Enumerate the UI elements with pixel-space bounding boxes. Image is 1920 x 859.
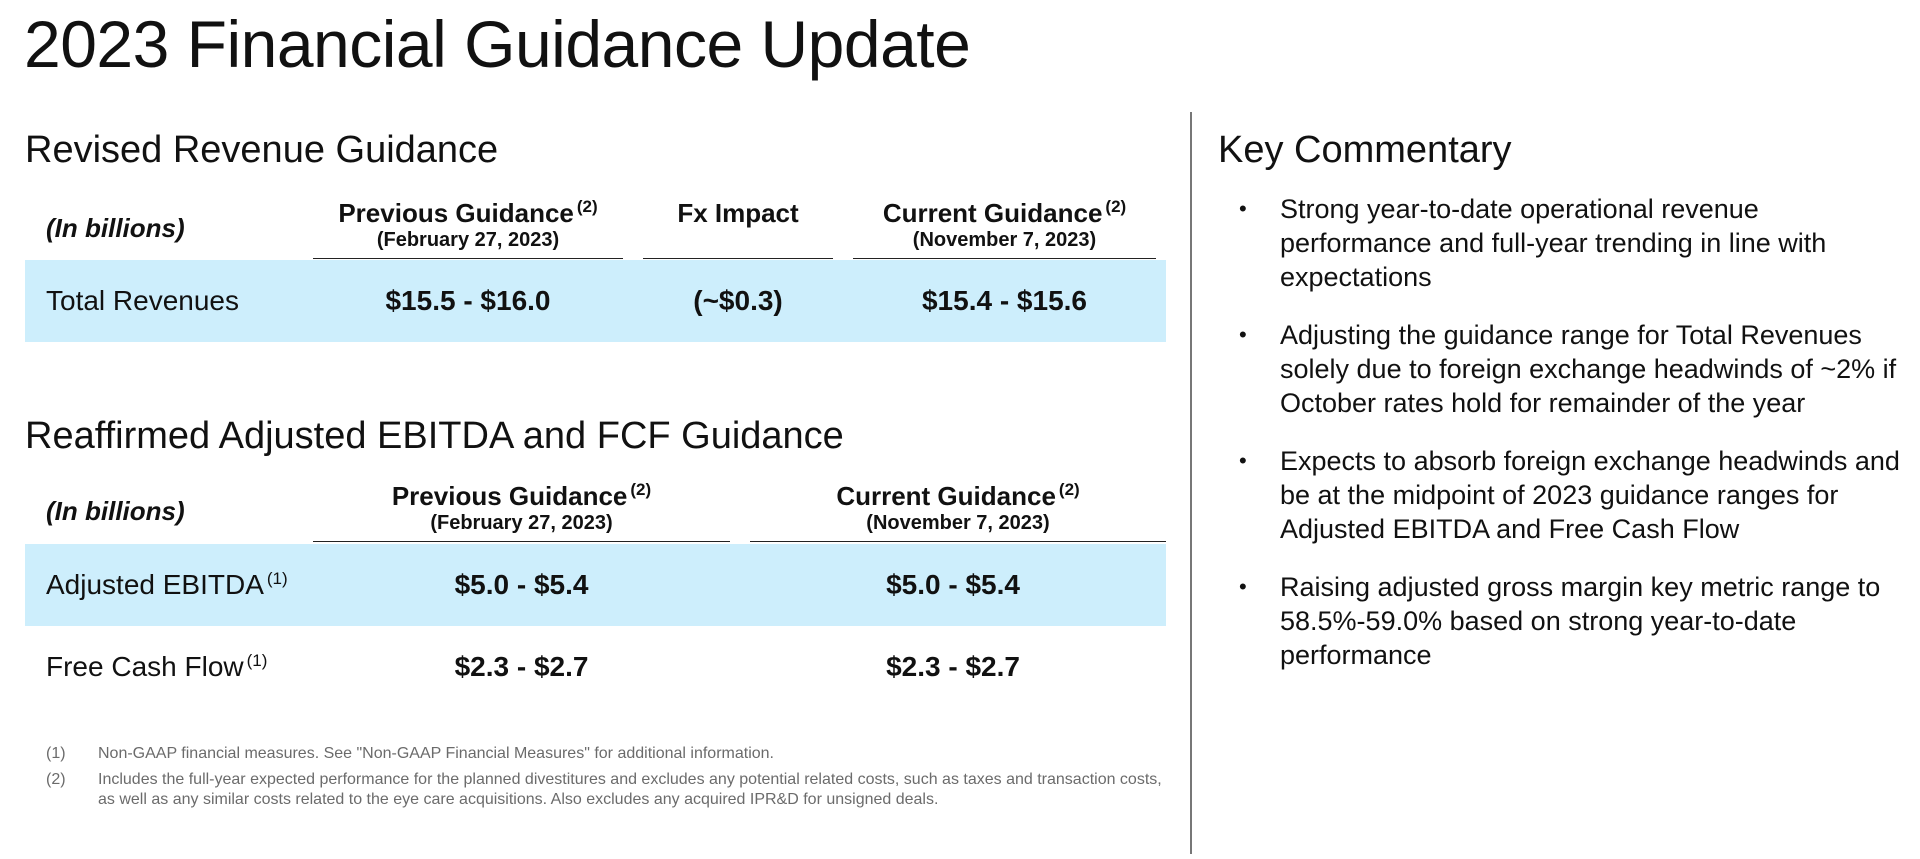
footnote-item: (1) Non-GAAP financial measures. See "No… — [46, 744, 1166, 764]
bullet-icon: • — [1239, 574, 1247, 599]
current-guidance-date: (November 7, 2023) — [912, 228, 1097, 251]
previous-guidance-value: $2.3 - $2.7 — [454, 651, 589, 682]
footnotes: (1) Non-GAAP financial measures. See "No… — [46, 744, 1166, 816]
table-row: Free Cash Flow (1) $2.3 - $2.7 $2.3 - $2.… — [25, 626, 1166, 708]
row-label-total-revenues: Total Revenues — [25, 260, 303, 342]
guidance-tables-column: Revised Revenue Guidance (In billions) P… — [25, 128, 1166, 708]
fx-impact-label: Fx Impact — [677, 197, 799, 228]
units-label: (In billions) — [46, 495, 185, 526]
bullet-icon: • — [1239, 322, 1247, 347]
revenue-section-title: Revised Revenue Guidance — [25, 129, 499, 171]
page-title: 2023 Financial Guidance Update — [24, 7, 971, 81]
footnote-ref: (1) — [246, 651, 268, 670]
row-label-text: Adjusted EBITDA — [46, 569, 264, 600]
bullet-text: Strong year-to-date operational revenue … — [1280, 194, 1827, 292]
footnote-ref: (1) — [266, 569, 288, 588]
bullet-icon: • — [1239, 196, 1247, 221]
footnote-ref: (2) — [1058, 479, 1080, 499]
bullet-icon: • — [1239, 448, 1247, 473]
footnote-ref: (2) — [1105, 196, 1127, 216]
vertical-divider — [1190, 112, 1192, 854]
current-guidance-value: $15.4 - $15.6 — [843, 260, 1166, 342]
footnote-text: Includes the full-year expected performa… — [98, 771, 1162, 808]
fx-impact-value: (~$0.3) — [633, 260, 843, 342]
previous-guidance-header: Previous Guidance (2) (February 27, 2023) — [303, 478, 740, 544]
current-guidance-value: $2.3 - $2.7 — [886, 651, 1020, 682]
revenue-guidance-table: (In billions) Previous Guidance (2) (Febr… — [25, 196, 1166, 342]
footnote-item: (2) Includes the full-year expected perf… — [46, 770, 1166, 810]
current-guidance-value: $5.0 - $5.4 — [740, 544, 1166, 626]
table-row: Adjusted EBITDA (1) $5.0 - $5.4 $5.0 - $5… — [25, 544, 1166, 626]
key-commentary-panel: Key Commentary • Strong year-to-date oper… — [1218, 128, 1908, 696]
list-item: • Strong year-to-date operational revenue… — [1218, 192, 1908, 294]
footnote-text: Non-GAAP financial measures. See "Non-GA… — [98, 745, 774, 762]
bullet-text: Adjusting the guidance range for Total R… — [1280, 320, 1897, 418]
footnote-ref: (2) — [576, 196, 598, 216]
row-label-adjusted-ebitda: Adjusted EBITDA (1) — [25, 544, 303, 626]
previous-guidance-header: Previous Guidance (2) (February 27, 2023) — [303, 196, 633, 260]
ebitda-section-title: Reaffirmed Adjusted EBITDA and FCF Guida… — [25, 415, 844, 457]
list-item: • Raising adjusted gross margin key metri… — [1218, 570, 1908, 672]
previous-guidance-date: (February 27, 2023) — [430, 511, 613, 534]
current-guidance-header: Current Guidance (2) (November 7, 2023) — [740, 478, 1166, 544]
previous-guidance-date: (February 27, 2023) — [376, 228, 560, 251]
current-guidance-label: Current Guidance — [882, 197, 1103, 228]
bullet-text: Raising adjusted gross margin key metric… — [1280, 572, 1881, 670]
row-label-free-cash-flow: Free Cash Flow (1) — [25, 626, 303, 708]
table-row: Total Revenues $15.5 - $16.0 (~$0.3) $15… — [25, 260, 1166, 342]
fx-impact-header: Fx Impact — [633, 196, 843, 260]
list-item: • Expects to absorb foreign exchange head… — [1218, 444, 1908, 546]
previous-guidance-label: Previous Guidance — [391, 480, 628, 511]
units-label: (In billions) — [46, 212, 185, 243]
previous-guidance-value: $15.5 - $16.0 — [303, 260, 633, 342]
row-label-text: Free Cash Flow — [46, 651, 244, 682]
ebitda-fcf-guidance-table: (In billions) Previous Guidance (2) (Febr… — [25, 478, 1166, 708]
footnote-ref: (2) — [630, 479, 652, 499]
list-item: • Adjusting the guidance range for Total … — [1218, 318, 1908, 420]
previous-guidance-value: $5.0 - $5.4 — [303, 544, 740, 626]
current-guidance-label: Current Guidance — [836, 480, 1056, 511]
footnote-number: (2) — [46, 771, 66, 788]
current-guidance-date: (November 7, 2023) — [866, 511, 1050, 534]
current-guidance-header: Current Guidance (2) (November 7, 2023) — [843, 196, 1166, 260]
bullet-text: Expects to absorb foreign exchange headw… — [1280, 446, 1900, 544]
commentary-title: Key Commentary — [1218, 129, 1512, 171]
commentary-list: • Strong year-to-date operational revenue… — [1218, 192, 1908, 672]
previous-guidance-label: Previous Guidance — [338, 197, 574, 228]
footnote-number: (1) — [46, 745, 66, 762]
